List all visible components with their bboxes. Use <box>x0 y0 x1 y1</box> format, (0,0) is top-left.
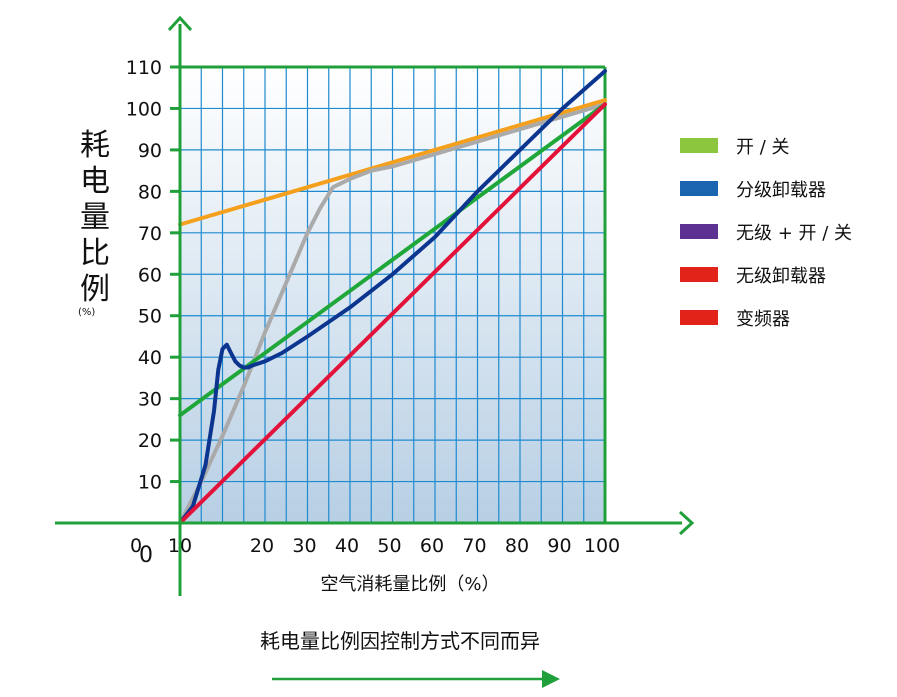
y-tick-label: 20 <box>138 430 162 452</box>
y-tick-label: 80 <box>138 181 162 203</box>
caption-arrow-head <box>542 670 560 688</box>
legend-swatch <box>680 224 718 239</box>
legend-label: 无级卸载器 <box>736 265 826 287</box>
x-tick-label: 80 <box>505 535 529 557</box>
y-tick-label: 110 <box>126 57 162 79</box>
x-tick-labels: 10 20 30 40 50 60 70 80 90 100 00 <box>130 535 620 568</box>
x-tick-label: 20 <box>250 535 274 557</box>
origin-label: 0 <box>139 543 153 568</box>
grid <box>180 67 605 523</box>
origin-label: 0 <box>130 535 142 557</box>
y-tick-label: 90 <box>138 140 162 162</box>
series-lines <box>178 69 607 525</box>
x-tick-label: 60 <box>420 535 444 557</box>
chart-caption: 耗电量比例因控制方式不同而异 <box>260 629 540 653</box>
y-tick-label: 40 <box>138 347 162 369</box>
x-tick-label: 90 <box>547 535 571 557</box>
legend-label: 无级 + 开 / 关 <box>736 222 853 244</box>
legend-item: 无级卸载器 <box>680 253 852 296</box>
y-axis-label-char: 例 <box>80 272 110 307</box>
y-axis-label-char: 比 <box>80 236 110 271</box>
legend-swatch <box>680 267 718 282</box>
legend: 开 / 关分级卸载器无级 + 开 / 关无级卸载器变频器 <box>680 124 852 339</box>
axes <box>55 15 695 596</box>
x-tick-label: 30 <box>292 535 316 557</box>
y-tick-label: 70 <box>138 223 162 245</box>
legend-label: 分级卸载器 <box>736 179 826 201</box>
x-tick-label: 70 <box>462 535 486 557</box>
legend-item: 变频器 <box>680 296 852 339</box>
series-line-1 <box>178 98 607 227</box>
y-tick-label: 100 <box>126 98 162 120</box>
y-tick-label: 30 <box>138 389 162 411</box>
x-tick-label: 40 <box>335 535 359 557</box>
series-line-5 <box>178 102 607 525</box>
legend-swatch <box>680 310 718 325</box>
legend-label: 变频器 <box>736 308 790 330</box>
y-tick-labels: 10 20 30 40 50 60 70 80 90 100 110 <box>126 57 162 494</box>
y-tick-label: 10 <box>138 472 162 494</box>
legend-swatch <box>680 181 718 196</box>
x-tick-label: 100 <box>584 535 620 557</box>
y-tick-label: 60 <box>138 264 162 286</box>
series-line-2 <box>178 102 607 525</box>
y-axis-unit: (%) <box>78 307 96 318</box>
y-axis-label-char: 耗 <box>80 128 110 163</box>
y-axis-label-char: 电 <box>80 164 110 199</box>
legend-item: 开 / 关 <box>680 124 852 167</box>
plot-frame <box>180 65 607 523</box>
x-tick-label: 50 <box>377 535 401 557</box>
y-tick-label: 50 <box>138 306 162 328</box>
x-axis-label: 空气消耗量比例（%） <box>320 574 500 595</box>
y-axis-label: 耗电量比例 <box>70 128 120 308</box>
y-axis-label-char: 量 <box>80 200 110 235</box>
series-line-3 <box>178 102 607 418</box>
legend-item: 无级 + 开 / 关 <box>680 210 852 253</box>
y-axis-arrow <box>167 15 193 32</box>
legend-swatch <box>680 138 718 153</box>
x-axis-arrow <box>678 510 695 536</box>
x-tick-label: 10 <box>168 535 192 557</box>
legend-label: 开 / 关 <box>736 136 790 158</box>
legend-item: 分级卸载器 <box>680 167 852 210</box>
series-line-4 <box>178 69 607 525</box>
